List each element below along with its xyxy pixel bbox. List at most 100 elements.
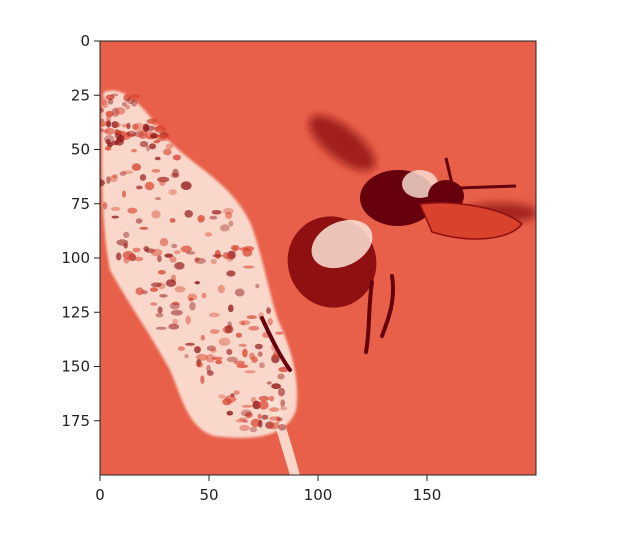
floret [194, 257, 206, 264]
floret [102, 99, 109, 109]
floret [233, 390, 240, 395]
floret [119, 171, 127, 176]
floret [153, 140, 161, 144]
floret [180, 181, 192, 191]
floret [210, 348, 217, 353]
floret [174, 286, 186, 293]
floret [185, 342, 195, 346]
floret [151, 169, 161, 173]
floret [248, 326, 260, 331]
floret [157, 176, 170, 183]
floret [194, 346, 201, 354]
floret [224, 395, 237, 403]
floret [188, 297, 194, 302]
floret [218, 394, 226, 399]
floret [122, 170, 134, 175]
floret [150, 287, 158, 292]
bee-legs [260, 274, 395, 372]
floret [139, 141, 148, 148]
floret [238, 343, 247, 347]
floret [126, 122, 131, 130]
floret [149, 143, 157, 150]
floret [238, 320, 251, 326]
floret [242, 348, 248, 358]
bee-abdomen-fur [311, 219, 373, 269]
floret [204, 232, 212, 237]
floret [100, 179, 106, 187]
floret [258, 395, 270, 402]
floret [228, 220, 234, 227]
floret [155, 326, 167, 330]
floret [222, 252, 230, 259]
floret [121, 102, 128, 107]
floret [131, 163, 142, 171]
floret [220, 224, 230, 232]
floret [157, 255, 162, 263]
floret [159, 294, 168, 298]
floret [235, 332, 242, 338]
y-tick-label: 0 [80, 32, 90, 50]
floret [138, 130, 148, 139]
floret [258, 419, 263, 428]
floret [93, 126, 98, 134]
floret [234, 288, 245, 297]
floret [239, 424, 250, 432]
floret [105, 115, 111, 122]
floret [177, 346, 185, 351]
floret [126, 97, 135, 105]
floret [267, 318, 273, 326]
floret [102, 202, 108, 210]
floret [172, 301, 180, 306]
floret [278, 424, 287, 431]
floret [185, 315, 191, 325]
floret [106, 176, 111, 184]
bumblebee-icon [260, 115, 536, 372]
floret [143, 125, 156, 131]
floret [170, 309, 183, 316]
floret [277, 373, 285, 380]
floret [194, 281, 200, 285]
bee-wing-right [418, 202, 524, 240]
floret [168, 323, 180, 330]
x-tick-label: 0 [95, 486, 105, 504]
floret [257, 351, 263, 357]
floret [206, 370, 214, 376]
floret [159, 238, 169, 247]
image-plot-area [93, 41, 536, 475]
floret [132, 247, 141, 253]
floret [174, 262, 185, 270]
floret [132, 123, 139, 130]
floret [165, 143, 174, 149]
floret [172, 154, 181, 161]
floret [100, 148, 101, 154]
floret [217, 284, 225, 294]
floret [173, 250, 181, 255]
floret [245, 412, 253, 418]
floret [172, 318, 178, 325]
floret [104, 146, 112, 151]
floret [105, 94, 115, 101]
floret [261, 414, 269, 420]
floret [280, 406, 288, 411]
floret [157, 306, 163, 314]
floret [206, 364, 211, 373]
floret [106, 120, 112, 128]
floret [215, 359, 223, 365]
floret [126, 130, 137, 137]
floret [259, 362, 265, 369]
x-tick-label: 100 [304, 486, 333, 504]
floret [122, 251, 134, 260]
y-tick-label: 125 [61, 303, 90, 321]
floret [111, 107, 120, 117]
x-axis: 0 50 100 150 [95, 475, 441, 504]
floret [169, 256, 177, 263]
floret [239, 247, 249, 251]
floret [196, 362, 204, 368]
flower-texture [93, 93, 289, 433]
floret [244, 370, 256, 374]
floret [114, 107, 126, 115]
floret [212, 254, 223, 258]
floret [232, 246, 238, 253]
flower-spike-icon [93, 90, 300, 475]
floret [240, 409, 252, 417]
